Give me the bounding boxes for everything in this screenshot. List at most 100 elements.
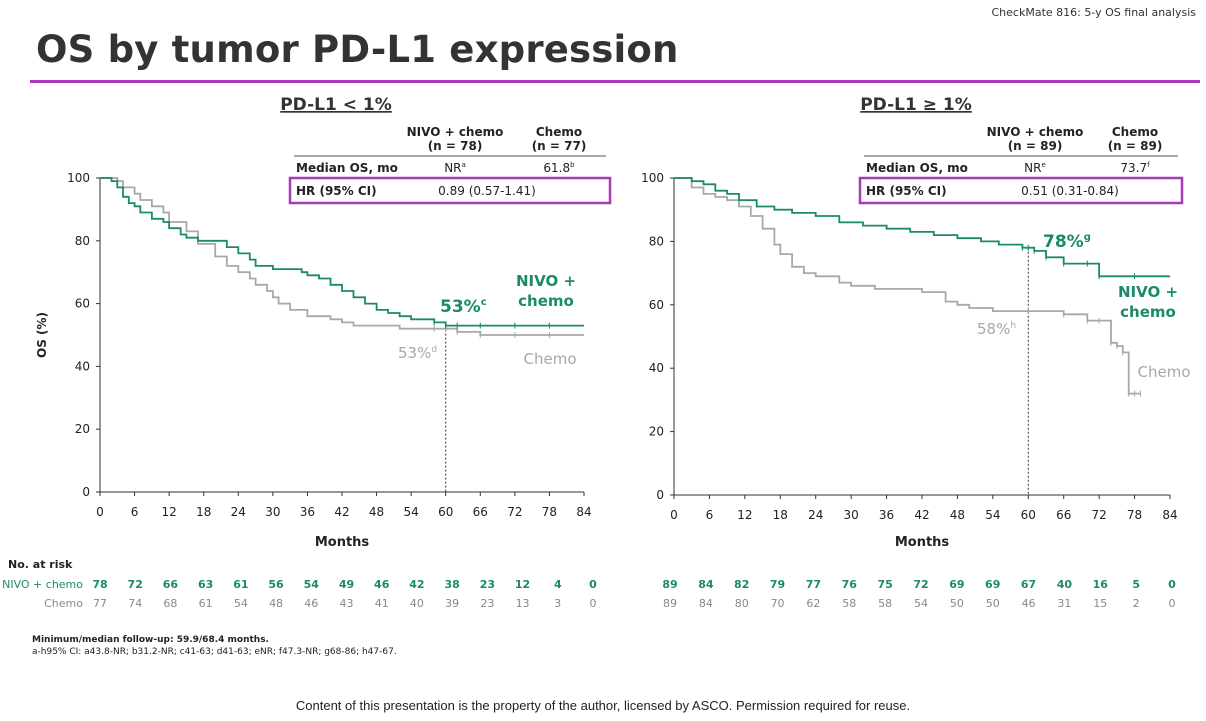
p1-median-os-label: Median OS, mo	[296, 161, 398, 175]
p1-panel-title: PD-L1 < 1%	[280, 95, 392, 115]
p2-x-tick-label-66: 66	[1056, 508, 1071, 522]
p1-y-tick-label-80: 80	[75, 234, 90, 248]
p2-x-tick-label-72: 72	[1092, 508, 1107, 522]
footnotes: Minimum/median follow-up: 59.9/68.4 mont…	[32, 634, 397, 658]
p2-x-tick-label-6: 6	[706, 508, 714, 522]
p1-hr-highlight-box	[288, 176, 612, 205]
p1-at-risk-chemo-2: 68	[163, 597, 177, 610]
p2-x-axis-label: Months	[895, 535, 950, 550]
p1-table-col1-n: (n = 78)	[428, 139, 483, 153]
p1-at-risk-chemo-4: 54	[234, 597, 248, 610]
p1-at-risk-nivo-9: 42	[409, 578, 424, 591]
p1-at-risk-chemo-11: 23	[480, 597, 494, 610]
title-divider	[30, 80, 1200, 83]
p2-at-risk-nivo-9: 69	[985, 578, 1000, 591]
p2-at-risk-nivo-1: 84	[698, 578, 714, 591]
p2-km-curve-nivo	[674, 177, 1170, 278]
p1-x-tick-label-66: 66	[473, 505, 488, 519]
p2-hr-highlight-box	[858, 176, 1184, 205]
p1-x-tick-label-24: 24	[231, 505, 246, 519]
p2-chemo-label-0: Chemo	[1138, 363, 1191, 381]
copyright-footer: Content of this presentation is the prop…	[295, 698, 911, 713]
p2-at-risk-chemo-6: 58	[878, 597, 892, 610]
p1-km-curve-chemo	[100, 177, 584, 336]
p1-at-risk-nivo-5: 56	[268, 578, 284, 591]
p1-y-axis-label: OS (%)	[35, 312, 49, 358]
p1-x-tick-label-72: 72	[507, 505, 522, 519]
p2-at-risk-nivo-13: 5	[1132, 578, 1140, 591]
p2-at-risk-chemo-7: 54	[914, 597, 928, 610]
p2-at-risk-chemo-10: 46	[1022, 597, 1036, 610]
p2-hr-value: 0.51 (0.31-0.84)	[1021, 184, 1119, 198]
p1-at-risk-nivo-0: 78	[92, 578, 107, 591]
p1-nivo-pct: 53%c	[440, 297, 487, 317]
p1-x-tick-label-30: 30	[265, 505, 280, 519]
p2-table-col2-n: (n = 89)	[1108, 139, 1163, 153]
p2-table-col1-head: NIVO + chemo	[987, 125, 1084, 139]
p2-x-tick-label-24: 24	[808, 508, 823, 522]
p2-at-risk-chemo-1: 84	[699, 597, 713, 610]
p1-at-risk-nivo-2: 66	[163, 578, 179, 591]
p1-at-risk-chemo-14: 0	[590, 597, 597, 610]
p1-x-tick-label-18: 18	[196, 505, 211, 519]
p2-x-tick-label-84: 84	[1162, 508, 1177, 522]
p1-x-tick-label-36: 36	[300, 505, 315, 519]
p1-x-tick-label-78: 78	[542, 505, 557, 519]
p1-y-tick-label-20: 20	[75, 422, 90, 436]
p2-y-tick-label-80: 80	[649, 234, 664, 248]
p1-at-risk-nivo-14: 0	[589, 578, 597, 591]
p1-at-risk-chemo-0: 77	[93, 597, 107, 610]
p1-at-risk-nivo-6: 54	[304, 578, 320, 591]
p2-at-risk-nivo-3: 79	[770, 578, 785, 591]
p1-y-tick-label-60: 60	[75, 297, 90, 311]
p2-hr-label: HR (95% CI)	[866, 184, 947, 198]
p2-at-risk-nivo-12: 16	[1093, 578, 1109, 591]
p2-at-risk-chemo-12: 15	[1093, 597, 1107, 610]
p1-at-risk-chemo-3: 61	[199, 597, 213, 610]
p1-table-col2-n: (n = 77)	[532, 139, 587, 153]
p2-x-tick-label-30: 30	[844, 508, 859, 522]
p2-at-risk-nivo-11: 40	[1057, 578, 1073, 591]
at-risk-heading: No. at risk	[8, 558, 73, 571]
p1-x-tick-label-54: 54	[404, 505, 419, 519]
p2-x-tick-label-36: 36	[879, 508, 894, 522]
p2-y-tick-label-60: 60	[649, 298, 664, 312]
p2-at-risk-chemo-14: 0	[1169, 597, 1176, 610]
p2-median-os-nivo: NRe	[1024, 161, 1046, 175]
p2-median-os-chemo: 73.7f	[1120, 161, 1150, 175]
at-risk-label-chemo: Chemo	[44, 597, 83, 610]
p1-at-risk-nivo-4: 61	[233, 578, 248, 591]
p1-at-risk-chemo-8: 41	[375, 597, 389, 610]
p1-nivo-label-0: NIVO +	[516, 272, 576, 290]
p1-km-curve-nivo	[100, 177, 584, 327]
p2-at-risk-chemo-0: 89	[663, 597, 677, 610]
p1-median-os-nivo: NRa	[444, 161, 466, 175]
p2-at-risk-nivo-10: 67	[1021, 578, 1036, 591]
p2-x-tick-label-18: 18	[773, 508, 788, 522]
p1-at-risk-nivo-7: 49	[339, 578, 354, 591]
p1-at-risk-chemo-1: 74	[128, 597, 142, 610]
p1-at-risk-nivo-3: 63	[198, 578, 213, 591]
p2-table-col1-n: (n = 89)	[1008, 139, 1063, 153]
p2-nivo-pct: 78%g	[1043, 232, 1091, 252]
p1-hr-label: HR (95% CI)	[296, 184, 377, 198]
p2-at-risk-chemo-9: 50	[986, 597, 1000, 610]
p1-at-risk-nivo-12: 12	[515, 578, 530, 591]
p1-at-risk-chemo-9: 40	[410, 597, 424, 610]
p2-table-col2-head: Chemo	[1112, 125, 1158, 139]
p1-at-risk-chemo-13: 3	[554, 597, 561, 610]
p2-y-tick-label-100: 100	[641, 171, 664, 185]
p1-at-risk-nivo-10: 38	[444, 578, 459, 591]
p1-median-os-chemo: 61.8b	[543, 161, 575, 175]
p2-x-tick-label-60: 60	[1021, 508, 1036, 522]
p2-x-tick-label-42: 42	[914, 508, 929, 522]
p1-chemo-pct: 53%d	[398, 344, 437, 362]
p1-at-risk-nivo-13: 4	[554, 578, 562, 591]
p2-at-risk-nivo-2: 82	[734, 578, 749, 591]
p2-at-risk-chemo-2: 80	[735, 597, 749, 610]
p1-at-risk-nivo-1: 72	[128, 578, 143, 591]
p2-at-risk-nivo-5: 76	[842, 578, 858, 591]
p2-at-risk-chemo-11: 31	[1057, 597, 1071, 610]
p1-x-tick-label-12: 12	[162, 505, 177, 519]
